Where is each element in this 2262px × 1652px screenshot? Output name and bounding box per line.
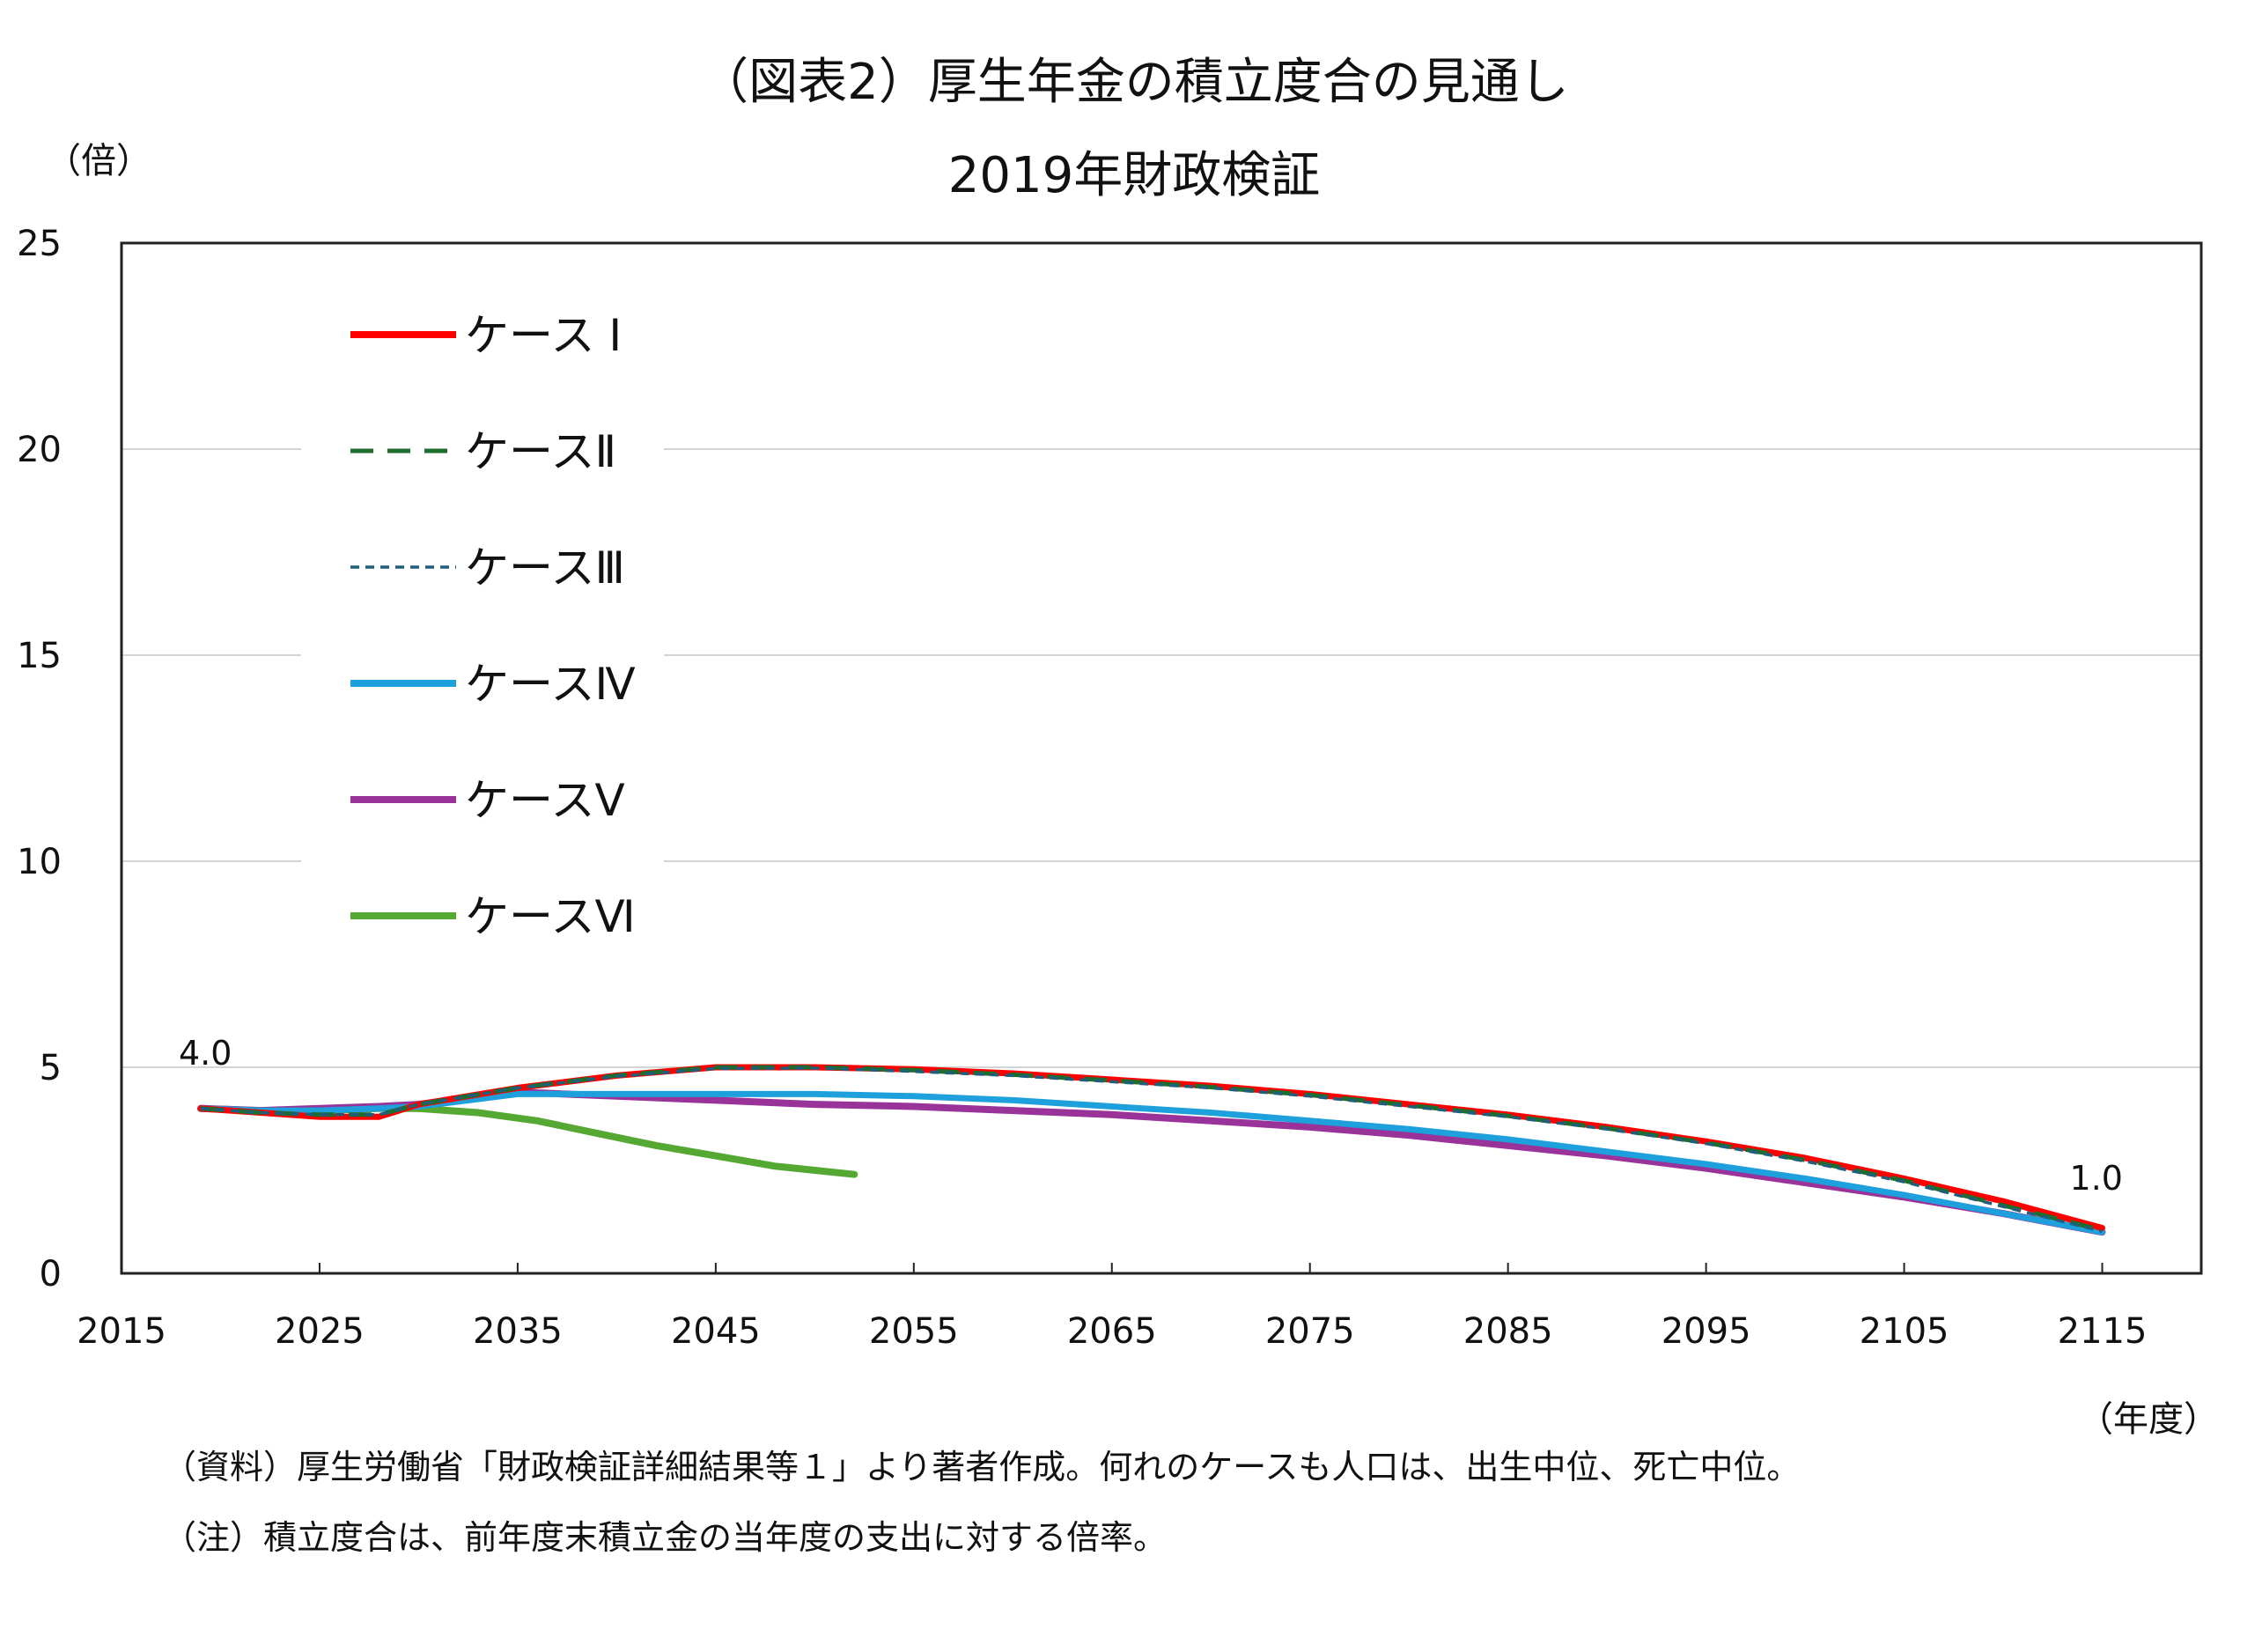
series-line-3 <box>200 1066 2103 1233</box>
chart-subtitle: 2019年財政検証 <box>948 147 1321 204</box>
x-tick-label: 2045 <box>671 1311 761 1352</box>
data-label-end: 1.0 <box>2070 1159 2123 1198</box>
legend-label: ケースⅥ <box>465 891 636 942</box>
legend: ケース Ⅰ ケースⅡ ケースⅢ ケースⅣ ケースⅤ ケースⅥ <box>301 273 664 942</box>
plot-area <box>120 241 2203 1275</box>
y-tick-label: 0 <box>40 1254 62 1294</box>
y-axis: 0 5 10 15 20 25 <box>17 224 62 1294</box>
x-tick-label: 2105 <box>1860 1311 1949 1352</box>
legend-label: ケースⅣ <box>465 659 636 710</box>
x-tick-label: 2055 <box>869 1311 959 1352</box>
x-tick-label: 2035 <box>473 1311 563 1352</box>
y-tick-label: 10 <box>17 842 62 882</box>
chart-title: （図表2）厚生年金の積立度合の見通し <box>699 54 1569 111</box>
x-tick-label: 2065 <box>1067 1311 1157 1352</box>
x-tick-label: 2025 <box>275 1311 365 1352</box>
data-label-start: 4.0 <box>179 1034 232 1073</box>
y-tick-label: 20 <box>17 430 62 470</box>
data-labels: 4.0 1.0 <box>179 1034 2123 1198</box>
x-tick-label: 2115 <box>2058 1311 2148 1352</box>
source-note: （資料）厚生労働省「財政検証詳細結果等１」より著者作成。何れのケースも人口は、出… <box>163 1448 1801 1486</box>
x-axis-unit-label: （年度） <box>2078 1399 2219 1440</box>
legend-label: ケースⅡ <box>465 426 616 477</box>
legend-label: ケース Ⅰ <box>465 310 622 361</box>
x-tick-label: 2095 <box>1662 1311 1751 1352</box>
series-lines <box>197 1064 2106 1236</box>
series-line-1 <box>197 1064 2105 1231</box>
footnote: （注）積立度合は、前年度末積立金の当年度の支出に対する倍率。 <box>163 1518 1168 1557</box>
y-tick-label: 25 <box>17 224 62 264</box>
y-axis-unit-label: （倍） <box>46 141 151 181</box>
legend-label: ケースⅢ <box>465 542 625 594</box>
legend-label: ケースⅤ <box>465 775 625 826</box>
y-tick-label: 5 <box>40 1048 62 1088</box>
y-tick-label: 15 <box>17 636 62 676</box>
x-tick-label: 2075 <box>1265 1311 1355 1352</box>
x-tick-label: 2015 <box>77 1311 166 1352</box>
x-axis: 2015 2025 2035 2045 2055 2065 2075 2085 2095 2105… <box>77 1263 2147 1352</box>
x-tick-label: 2085 <box>1463 1311 1553 1352</box>
